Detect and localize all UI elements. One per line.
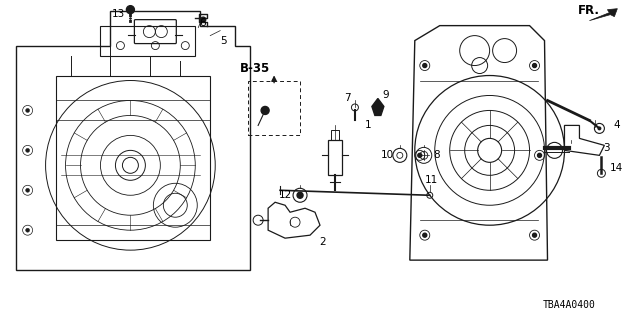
Text: 5: 5 xyxy=(220,36,227,45)
Circle shape xyxy=(532,64,536,68)
Circle shape xyxy=(201,17,205,22)
Circle shape xyxy=(595,124,604,133)
Text: 1: 1 xyxy=(365,120,371,131)
Text: FR.: FR. xyxy=(577,4,600,17)
Circle shape xyxy=(297,192,303,198)
Circle shape xyxy=(397,152,403,158)
Text: 3: 3 xyxy=(603,143,610,153)
Circle shape xyxy=(418,153,422,157)
Circle shape xyxy=(423,64,427,68)
Circle shape xyxy=(26,108,29,112)
Circle shape xyxy=(26,148,29,152)
Bar xyxy=(328,140,342,175)
Text: 8: 8 xyxy=(433,150,440,160)
Circle shape xyxy=(538,153,541,157)
Circle shape xyxy=(597,126,602,131)
Text: 9: 9 xyxy=(383,91,389,100)
Circle shape xyxy=(261,107,269,115)
Text: 12: 12 xyxy=(278,190,292,200)
Text: 10: 10 xyxy=(381,150,394,160)
Polygon shape xyxy=(589,9,618,20)
Text: 7: 7 xyxy=(344,93,350,103)
Bar xyxy=(331,131,339,140)
Bar xyxy=(248,81,300,135)
Text: 14: 14 xyxy=(610,163,623,173)
Circle shape xyxy=(26,188,29,192)
Text: TBA4A0400: TBA4A0400 xyxy=(543,300,596,310)
Polygon shape xyxy=(372,99,384,116)
Circle shape xyxy=(597,169,605,177)
Text: 13: 13 xyxy=(112,9,125,19)
Circle shape xyxy=(423,233,427,237)
Text: 6: 6 xyxy=(199,18,205,28)
Text: 2: 2 xyxy=(320,237,326,247)
Circle shape xyxy=(26,228,29,232)
Circle shape xyxy=(127,6,134,14)
Text: 4: 4 xyxy=(613,120,620,131)
Bar xyxy=(100,26,195,56)
Text: 11: 11 xyxy=(425,175,438,185)
Circle shape xyxy=(532,233,536,237)
Circle shape xyxy=(351,104,358,111)
Text: B-35: B-35 xyxy=(240,62,270,75)
Circle shape xyxy=(293,188,307,202)
